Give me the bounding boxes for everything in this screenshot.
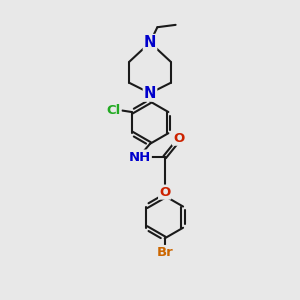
Text: Cl: Cl [106,104,121,117]
Text: O: O [173,132,184,145]
Text: Br: Br [156,246,173,259]
Text: N: N [144,35,156,50]
Text: NH: NH [129,151,151,164]
Text: O: O [159,186,170,199]
Text: N: N [144,86,156,101]
